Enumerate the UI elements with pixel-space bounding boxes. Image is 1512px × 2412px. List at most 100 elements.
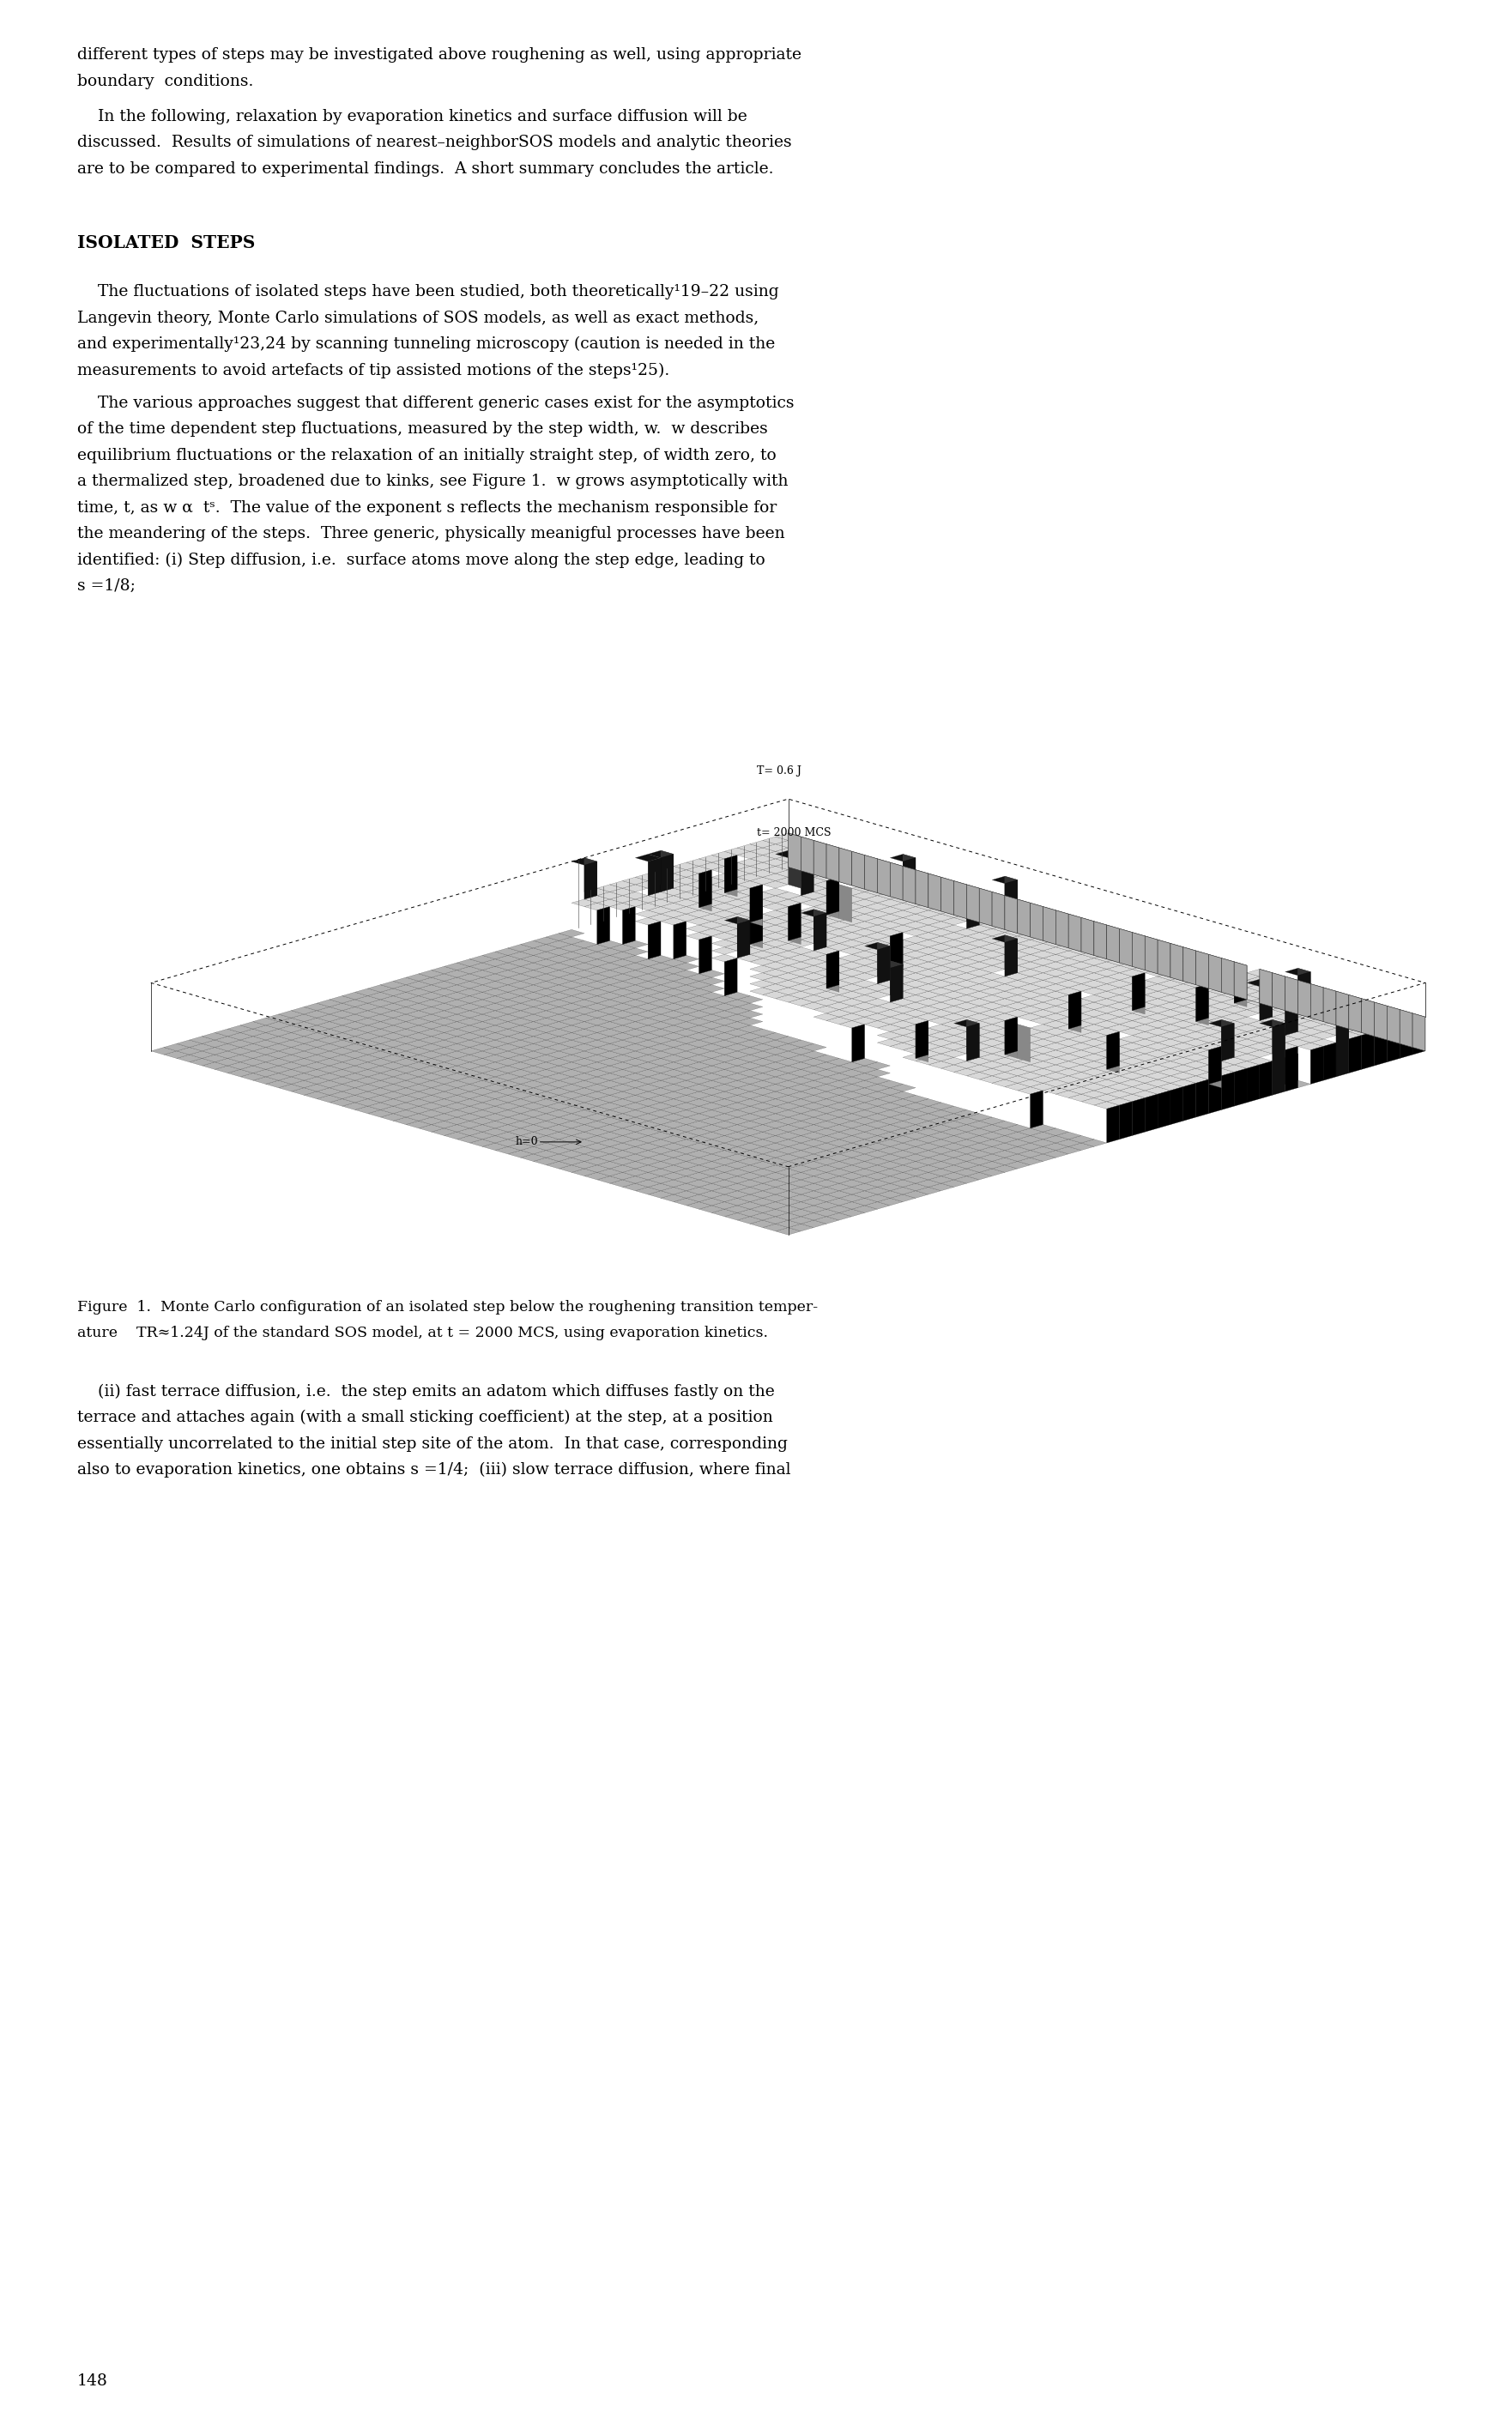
Polygon shape bbox=[992, 1049, 1018, 1056]
Polygon shape bbox=[470, 977, 494, 984]
Polygon shape bbox=[445, 1102, 470, 1110]
Polygon shape bbox=[673, 1044, 699, 1052]
Polygon shape bbox=[776, 847, 801, 856]
Polygon shape bbox=[851, 863, 877, 871]
Polygon shape bbox=[788, 1122, 813, 1129]
Polygon shape bbox=[534, 1122, 559, 1129]
Polygon shape bbox=[776, 1037, 801, 1044]
Polygon shape bbox=[1374, 1020, 1400, 1028]
Polygon shape bbox=[865, 1129, 891, 1136]
Polygon shape bbox=[304, 1083, 330, 1093]
Polygon shape bbox=[431, 1093, 457, 1100]
Polygon shape bbox=[1259, 1047, 1285, 1054]
Polygon shape bbox=[494, 948, 520, 955]
Polygon shape bbox=[940, 924, 966, 933]
Polygon shape bbox=[1069, 1020, 1095, 1028]
Polygon shape bbox=[712, 880, 738, 888]
Polygon shape bbox=[827, 1170, 851, 1177]
Polygon shape bbox=[1247, 977, 1273, 984]
Polygon shape bbox=[534, 1100, 559, 1107]
Polygon shape bbox=[788, 832, 801, 871]
Polygon shape bbox=[1170, 970, 1196, 977]
Polygon shape bbox=[891, 962, 916, 970]
Polygon shape bbox=[750, 1088, 776, 1095]
Polygon shape bbox=[405, 982, 431, 989]
Polygon shape bbox=[1285, 999, 1297, 1035]
Polygon shape bbox=[253, 1025, 278, 1032]
Polygon shape bbox=[750, 1138, 776, 1146]
Polygon shape bbox=[839, 1136, 865, 1143]
Polygon shape bbox=[584, 1069, 609, 1076]
Polygon shape bbox=[788, 859, 813, 866]
Polygon shape bbox=[635, 1107, 661, 1114]
Polygon shape bbox=[203, 1032, 228, 1040]
Polygon shape bbox=[851, 921, 877, 929]
Polygon shape bbox=[316, 1081, 342, 1088]
Polygon shape bbox=[1208, 994, 1234, 1003]
Polygon shape bbox=[712, 955, 738, 962]
Polygon shape bbox=[1158, 1047, 1184, 1054]
Polygon shape bbox=[1170, 948, 1196, 955]
Polygon shape bbox=[801, 1102, 827, 1110]
Polygon shape bbox=[1337, 994, 1361, 1003]
Polygon shape bbox=[686, 1187, 712, 1194]
Polygon shape bbox=[776, 1177, 801, 1184]
Polygon shape bbox=[355, 1100, 381, 1107]
Polygon shape bbox=[1005, 972, 1030, 979]
Polygon shape bbox=[609, 960, 635, 967]
Polygon shape bbox=[1196, 1071, 1222, 1081]
Polygon shape bbox=[738, 1165, 762, 1172]
Polygon shape bbox=[1069, 999, 1095, 1006]
Polygon shape bbox=[1196, 999, 1222, 1006]
Polygon shape bbox=[712, 941, 738, 948]
Polygon shape bbox=[1234, 962, 1247, 999]
Polygon shape bbox=[1196, 962, 1222, 970]
Polygon shape bbox=[584, 967, 609, 974]
Polygon shape bbox=[405, 974, 431, 982]
Polygon shape bbox=[903, 1095, 928, 1102]
Polygon shape bbox=[992, 1056, 1018, 1064]
Polygon shape bbox=[597, 1030, 623, 1037]
Polygon shape bbox=[762, 880, 788, 888]
Polygon shape bbox=[635, 880, 661, 888]
Polygon shape bbox=[635, 1061, 661, 1069]
Polygon shape bbox=[827, 907, 851, 914]
Polygon shape bbox=[1030, 1011, 1055, 1018]
Polygon shape bbox=[1234, 987, 1259, 994]
Polygon shape bbox=[367, 1030, 393, 1037]
Polygon shape bbox=[405, 1083, 431, 1093]
Polygon shape bbox=[1043, 1064, 1069, 1071]
Polygon shape bbox=[750, 1095, 776, 1102]
Polygon shape bbox=[877, 1192, 903, 1199]
Polygon shape bbox=[635, 1032, 661, 1040]
Polygon shape bbox=[1247, 1020, 1273, 1028]
Polygon shape bbox=[215, 1059, 240, 1066]
Polygon shape bbox=[762, 1143, 788, 1151]
Polygon shape bbox=[1170, 1088, 1184, 1124]
Polygon shape bbox=[851, 1117, 877, 1124]
Polygon shape bbox=[827, 936, 851, 943]
Polygon shape bbox=[865, 948, 891, 955]
Polygon shape bbox=[801, 847, 827, 856]
Polygon shape bbox=[1234, 1011, 1259, 1018]
Polygon shape bbox=[992, 1035, 1018, 1042]
Polygon shape bbox=[954, 1032, 980, 1040]
Polygon shape bbox=[470, 1095, 494, 1102]
Polygon shape bbox=[1145, 1020, 1170, 1028]
Polygon shape bbox=[1259, 1020, 1285, 1028]
Polygon shape bbox=[623, 1088, 649, 1095]
Polygon shape bbox=[865, 1194, 891, 1201]
Polygon shape bbox=[597, 999, 623, 1006]
Polygon shape bbox=[266, 1059, 292, 1066]
Polygon shape bbox=[762, 1179, 788, 1187]
Polygon shape bbox=[776, 1073, 801, 1081]
Polygon shape bbox=[686, 866, 712, 873]
Polygon shape bbox=[801, 1066, 827, 1073]
Polygon shape bbox=[1158, 941, 1170, 977]
Polygon shape bbox=[903, 1170, 928, 1177]
Polygon shape bbox=[776, 929, 801, 936]
Polygon shape bbox=[891, 1093, 916, 1100]
Polygon shape bbox=[1069, 1071, 1095, 1081]
Polygon shape bbox=[877, 972, 903, 979]
Polygon shape bbox=[623, 1059, 649, 1066]
